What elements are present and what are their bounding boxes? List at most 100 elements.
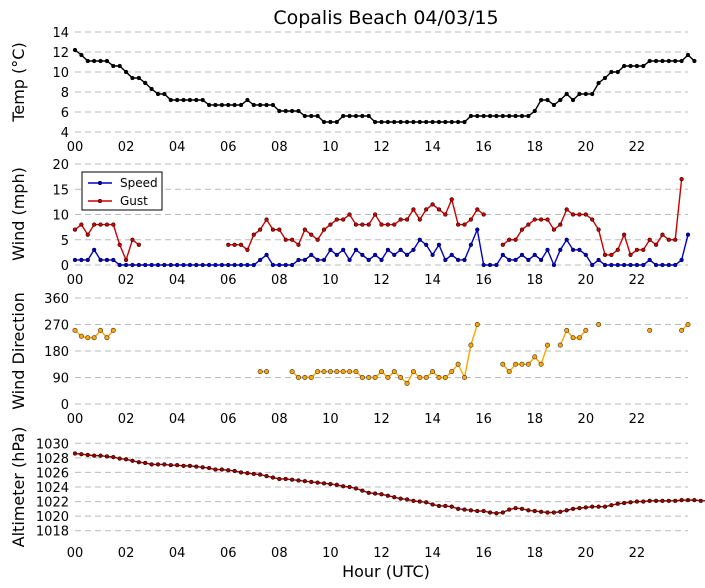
data-point (641, 63, 646, 69)
data-point (111, 63, 116, 69)
x-tick-label: 08 (271, 273, 288, 288)
data-point (327, 369, 333, 375)
y-axis-label: Wind (mph) (9, 167, 28, 261)
data-point (92, 222, 97, 227)
data-point (283, 108, 288, 114)
data-point (570, 212, 576, 217)
data-point (455, 506, 461, 512)
data-point (270, 102, 276, 108)
data-point (577, 212, 582, 217)
data-point (596, 227, 601, 232)
y-tick-label: 0 (61, 259, 69, 274)
data-point (641, 499, 646, 504)
data-point (360, 488, 365, 493)
data-point (206, 262, 212, 268)
data-point (653, 242, 659, 247)
y-tick-label: 1028 (36, 452, 69, 467)
data-point (519, 227, 525, 232)
data-point (85, 452, 90, 458)
series-line (502, 344, 549, 373)
data-point (628, 500, 633, 505)
data-point (213, 467, 218, 472)
y-tick-label: 5 (61, 234, 69, 249)
data-point (98, 257, 103, 263)
data-point (666, 58, 671, 64)
data-point (417, 374, 423, 380)
data-point (85, 58, 90, 64)
data-point (104, 257, 110, 263)
data-point (315, 113, 320, 119)
data-point (410, 369, 416, 375)
data-point (219, 102, 225, 108)
y-tick-label: 180 (44, 345, 69, 360)
data-point (162, 91, 167, 97)
data-point (609, 252, 614, 258)
data-point (72, 327, 78, 333)
data-point (538, 361, 544, 367)
data-point (404, 380, 410, 386)
data-point (679, 257, 684, 263)
data-point (296, 478, 301, 483)
data-point (551, 262, 557, 268)
x-tick-label: 10 (322, 140, 339, 155)
data-point (666, 498, 671, 503)
data-point (513, 505, 518, 511)
data-point (558, 509, 563, 514)
data-point (155, 91, 161, 97)
data-point (315, 480, 320, 485)
data-point (538, 97, 544, 103)
data-point (526, 113, 531, 119)
data-point (455, 119, 461, 125)
y-tick-label: 90 (52, 372, 69, 387)
data-point (92, 247, 97, 253)
data-point (270, 475, 276, 480)
data-point (168, 262, 173, 268)
data-point (111, 222, 116, 227)
data-point (590, 504, 595, 509)
y-tick-label: 15 (52, 183, 69, 198)
data-point (564, 207, 569, 212)
data-point (372, 374, 378, 380)
data-point (436, 207, 442, 212)
data-point (168, 462, 173, 468)
data-point (85, 232, 90, 237)
x-tick-label: 10 (322, 273, 339, 288)
data-point (245, 247, 250, 253)
data-point (149, 262, 154, 268)
data-point (360, 113, 365, 119)
data-point (302, 113, 308, 119)
data-point (347, 484, 352, 490)
data-point (692, 58, 697, 64)
data-point (532, 508, 537, 514)
data-point (513, 257, 518, 263)
data-point (334, 119, 339, 125)
x-tick-label: 16 (475, 412, 492, 427)
data-point (513, 113, 518, 119)
data-point (366, 257, 371, 263)
data-point (475, 227, 480, 232)
data-point (685, 321, 691, 327)
data-point (475, 508, 480, 514)
data-point (462, 119, 467, 125)
data-point (430, 119, 435, 125)
data-point (391, 369, 397, 375)
y-tick-label: 6 (61, 106, 69, 121)
data-point (91, 335, 97, 341)
data-point (660, 262, 665, 268)
y-axis-label: Temp (°C) (9, 42, 28, 122)
data-point (302, 257, 308, 263)
x-tick-label: 22 (629, 140, 646, 155)
data-point (443, 119, 448, 125)
data-point (602, 252, 608, 258)
data-point (500, 242, 505, 247)
data-point (130, 237, 135, 242)
x-tick-label: 02 (118, 273, 135, 288)
data-point (462, 374, 468, 380)
y-tick-label: 270 (44, 319, 69, 334)
data-point (647, 58, 652, 64)
data-point (494, 113, 499, 119)
data-point (525, 361, 531, 367)
data-point (219, 262, 225, 268)
data-point (532, 354, 538, 360)
data-point (264, 473, 269, 479)
